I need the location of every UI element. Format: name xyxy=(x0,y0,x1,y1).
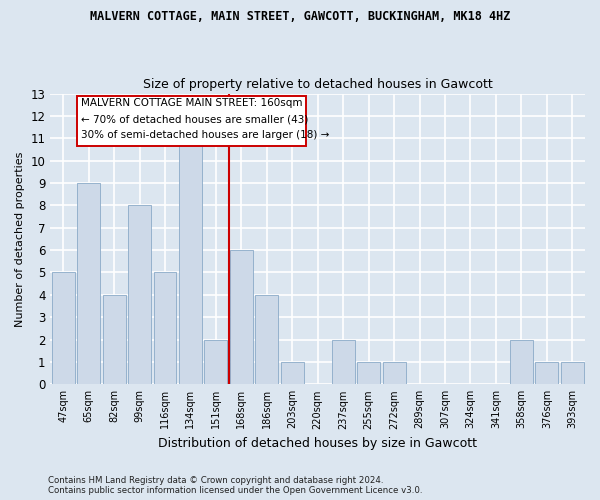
Bar xyxy=(332,340,355,384)
Title: Size of property relative to detached houses in Gawcott: Size of property relative to detached ho… xyxy=(143,78,493,91)
Bar xyxy=(77,96,306,146)
Text: MALVERN COTTAGE, MAIN STREET, GAWCOTT, BUCKINGHAM, MK18 4HZ: MALVERN COTTAGE, MAIN STREET, GAWCOTT, B… xyxy=(90,10,510,23)
Text: ← 70% of detached houses are smaller (43): ← 70% of detached houses are smaller (43… xyxy=(81,115,308,125)
Bar xyxy=(281,362,304,384)
Bar xyxy=(510,340,533,384)
Text: Contains HM Land Registry data © Crown copyright and database right 2024.
Contai: Contains HM Land Registry data © Crown c… xyxy=(48,476,422,495)
Bar xyxy=(154,272,176,384)
Bar xyxy=(103,295,125,384)
Bar xyxy=(383,362,406,384)
Y-axis label: Number of detached properties: Number of detached properties xyxy=(15,151,25,326)
Bar xyxy=(205,340,227,384)
Bar xyxy=(561,362,584,384)
Bar xyxy=(256,295,278,384)
X-axis label: Distribution of detached houses by size in Gawcott: Distribution of detached houses by size … xyxy=(158,437,477,450)
Bar xyxy=(357,362,380,384)
Bar xyxy=(230,250,253,384)
Bar xyxy=(52,272,74,384)
Text: MALVERN COTTAGE MAIN STREET: 160sqm: MALVERN COTTAGE MAIN STREET: 160sqm xyxy=(81,98,302,108)
Text: 30% of semi-detached houses are larger (18) →: 30% of semi-detached houses are larger (… xyxy=(81,130,329,140)
Bar xyxy=(535,362,558,384)
Bar xyxy=(179,138,202,384)
Bar xyxy=(128,206,151,384)
Bar xyxy=(77,183,100,384)
